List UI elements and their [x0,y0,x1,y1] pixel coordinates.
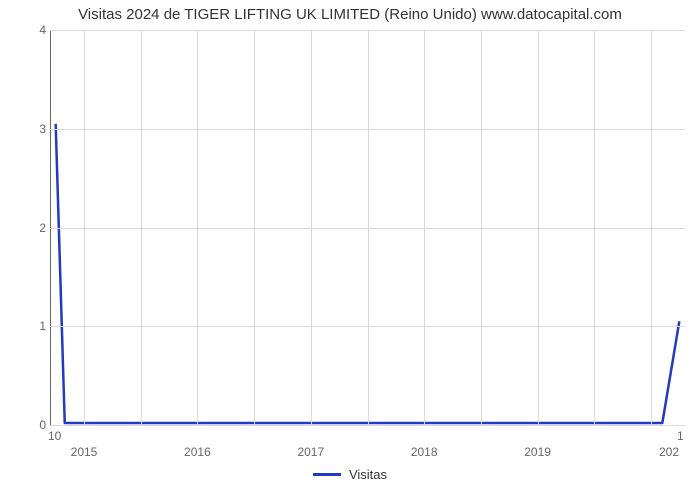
gridline-h [50,326,685,327]
legend-label: Visitas [349,467,387,482]
x-tick-label: 2019 [524,445,551,459]
legend-swatch [313,473,341,476]
y-tick-label: 3 [32,122,46,136]
gridline-h [50,30,685,31]
y-tick-label: 2 [32,221,46,235]
autoscale-right-label: 1 [677,429,684,443]
x-tick-label: 2016 [184,445,211,459]
legend: Visitas [0,467,700,482]
gridline-h [50,425,685,426]
gridline-h [50,228,685,229]
y-tick-label: 1 [32,319,46,333]
plot-area [50,30,685,425]
x-tick-label-partial: 202 [659,445,679,459]
gridline-h [50,129,685,130]
chart-title: Visitas 2024 de TIGER LIFTING UK LIMITED… [0,6,700,23]
autoscale-left-label: 10 [48,429,61,443]
y-tick-label: 0 [32,418,46,432]
x-tick-label: 2017 [297,445,324,459]
y-tick-label: 4 [32,23,46,37]
x-tick-label: 2015 [71,445,98,459]
chart-container: Visitas 2024 de TIGER LIFTING UK LIMITED… [0,0,700,500]
x-tick-label: 2018 [411,445,438,459]
